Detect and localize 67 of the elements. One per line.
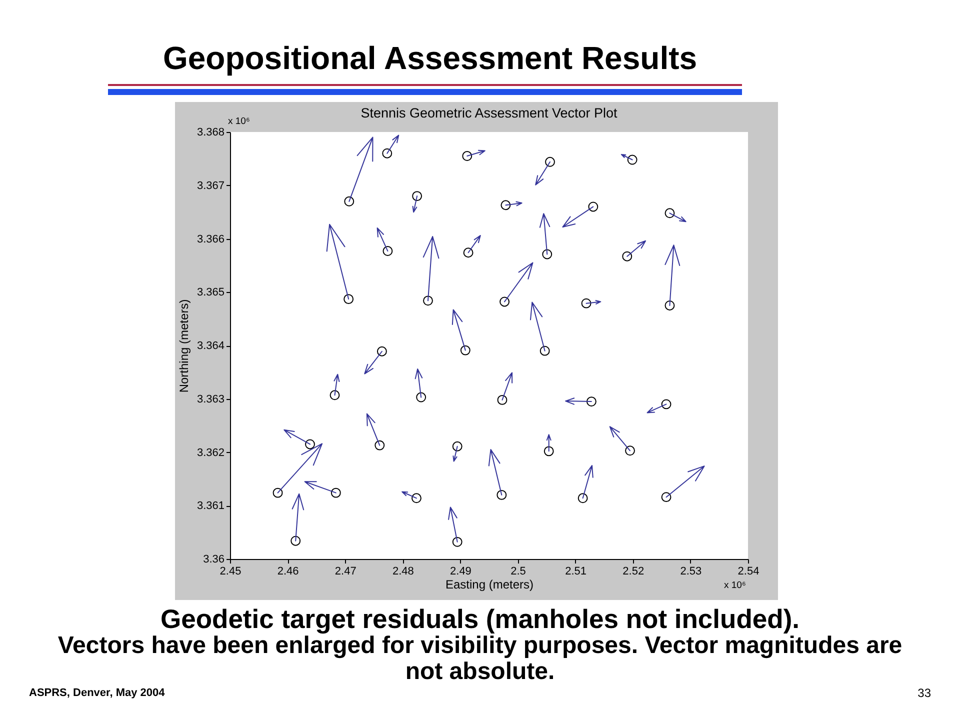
point [412,493,422,504]
point [412,191,422,202]
y-tick-label: 3.363 [196,393,224,406]
point [452,441,462,452]
point [661,399,672,410]
x-tick-label: 2.45 [220,566,242,578]
chart-subtitle: Stennis Geometric Assessment Vector Plot [360,106,618,120]
point [330,390,340,400]
x-tick-label: 2.5 [510,566,526,578]
point [545,156,555,167]
point [497,394,508,405]
y-tick-label: 3.36 [203,554,224,566]
y-tick-label: 3.366 [196,233,224,246]
point [382,246,393,256]
point [462,151,472,161]
x-tick-label: 2.53 [680,566,702,578]
point [578,493,588,504]
chart-title: Geopositional Assessment Results [162,40,698,77]
point [272,488,283,498]
point [540,346,550,356]
x-tick-label: 2.46 [277,566,299,578]
x-tick-label: 2.52 [622,566,644,578]
point [330,488,341,498]
point [374,440,385,450]
point [664,300,675,310]
x-tick-label: 2.49 [450,566,472,578]
point [586,396,596,407]
point [661,492,672,502]
y-tick-label: 3.364 [196,340,224,352]
x-tick-label: 2.54 [738,566,760,578]
text: ASPRS, Denver, May 2004 [29,686,165,700]
point [542,249,552,260]
point [544,446,554,456]
y-tick-label: 3.362 [196,446,224,459]
point [376,346,387,356]
point [290,536,301,546]
point [625,446,635,456]
point [382,148,392,158]
x-tick-label: 2.47 [334,566,356,578]
x-axis-title: Easting (meters) [445,578,534,592]
y-tick-label: 3.367 [196,180,224,192]
x-tick-label: 2.48 [392,566,414,578]
y-axis-title: Northing (meters) [176,299,191,393]
y-tick-label: 3.368 [196,126,224,138]
point [664,208,675,218]
point [452,536,462,547]
y-tick-label: 3.365 [196,286,224,299]
point [416,392,426,402]
point [463,248,474,258]
point [500,296,510,307]
point [581,298,592,308]
point [500,200,511,210]
text: Geodetic target residuals (manholes not included). [159,604,801,634]
point [496,490,507,500]
point [627,154,638,165]
point [344,196,354,206]
x-tick-label: 2.51 [565,566,587,578]
text: x 10⁶ [724,580,746,592]
y-tick-label: 3.361 [196,500,224,512]
point [423,296,433,306]
point [622,251,632,262]
point [305,439,315,450]
text: x 10⁶ [228,116,250,128]
point [588,202,598,212]
point [460,345,470,356]
point [344,294,354,304]
text: 33 [916,686,931,700]
